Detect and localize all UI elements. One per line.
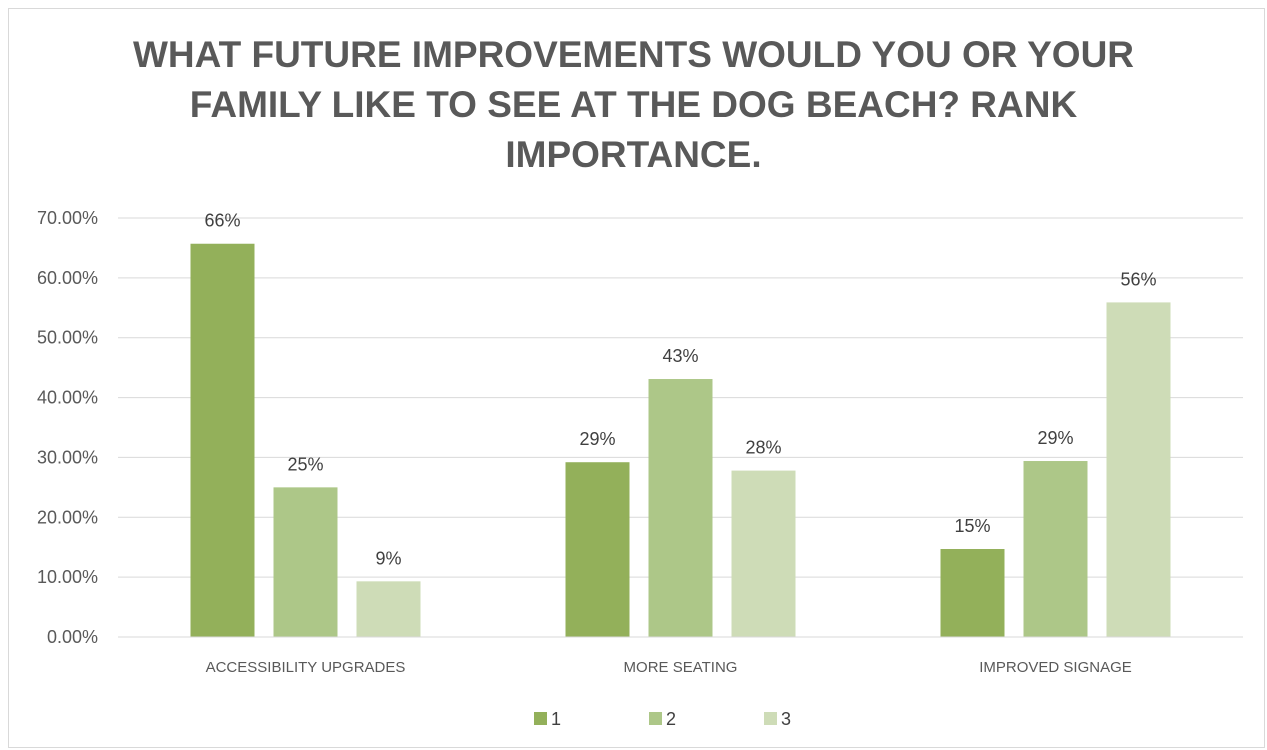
data-label: 15% xyxy=(954,516,990,536)
bar xyxy=(648,379,713,637)
chart-title-line-1: WHAT FUTURE IMPROVEMENTS WOULD YOU OR YO… xyxy=(132,34,1135,75)
x-category-label: MORE SEATING xyxy=(624,659,738,676)
data-label: 9% xyxy=(375,548,401,568)
bar xyxy=(565,462,630,637)
y-tick-label: 20.00% xyxy=(37,507,98,527)
y-tick-label: 60.00% xyxy=(37,268,98,288)
data-label: 29% xyxy=(1037,428,1073,448)
x-category-label: ACCESSIBILITY UPGRADES xyxy=(206,659,406,676)
chart-title: WHAT FUTURE IMPROVEMENTS WOULD YOU OR YO… xyxy=(0,30,1267,180)
data-label: 25% xyxy=(287,454,323,474)
y-tick-label: 30.00% xyxy=(37,447,98,467)
chart-title-line-3: IMPORTANCE. xyxy=(505,134,762,175)
y-tick-label: 10.00% xyxy=(37,567,98,587)
legend-swatch xyxy=(534,712,547,725)
legend-label: 1 xyxy=(551,709,561,729)
y-tick-label: 40.00% xyxy=(37,388,98,408)
bar xyxy=(190,243,255,637)
bar xyxy=(731,470,796,637)
y-tick-label: 0.00% xyxy=(47,627,98,647)
data-label: 28% xyxy=(745,438,781,458)
x-category-label: IMPROVED SIGNAGE xyxy=(979,659,1132,676)
legend-swatch xyxy=(649,712,662,725)
bar xyxy=(273,487,338,637)
bar xyxy=(940,549,1005,637)
data-label: 66% xyxy=(204,211,240,231)
bar xyxy=(1106,302,1171,637)
data-label: 56% xyxy=(1120,269,1156,289)
chart-title-line-2: FAMILY LIKE TO SEE AT THE DOG BEACH? RAN… xyxy=(189,84,1078,125)
data-label: 29% xyxy=(579,429,615,449)
legend-swatch xyxy=(764,712,777,725)
y-tick-label: 50.00% xyxy=(37,328,98,348)
y-tick-label: 70.00% xyxy=(37,208,98,228)
data-label: 43% xyxy=(662,346,698,366)
bar xyxy=(356,581,421,637)
legend-label: 3 xyxy=(781,709,791,729)
bar xyxy=(1023,461,1088,637)
legend-label: 2 xyxy=(666,709,676,729)
